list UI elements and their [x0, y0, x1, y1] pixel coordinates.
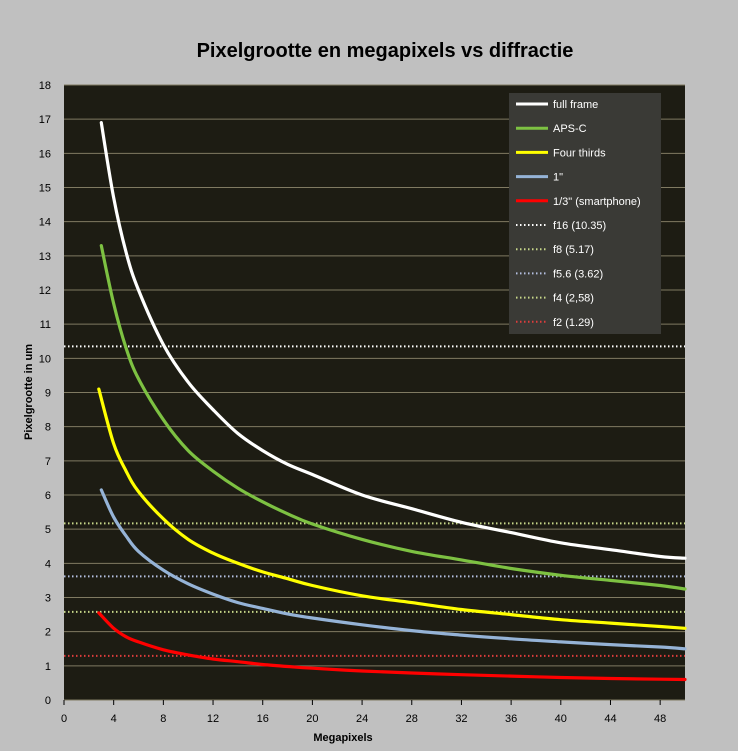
- y-tick-label: 8: [45, 422, 51, 434]
- x-tick-label: 32: [455, 713, 467, 725]
- legend-item: APS-C: [516, 123, 587, 135]
- x-tick-label: 4: [111, 713, 117, 725]
- chart-title: Pixelgrootte en megapixels vs diffractie: [197, 40, 574, 62]
- legend-label: f16 (10.35): [553, 220, 606, 232]
- legend-item: f4 (2,58): [516, 293, 594, 305]
- y-tick-label: 0: [45, 695, 51, 707]
- legend-item: 1/3" (smartphone): [516, 196, 641, 208]
- legend-box: [509, 93, 661, 334]
- legend-label: f8 (5.17): [553, 244, 594, 256]
- x-tick-label: 20: [306, 713, 318, 725]
- legend-item: f16 (10.35): [516, 220, 606, 232]
- x-tick-label: 40: [555, 713, 567, 725]
- x-tick-label: 44: [604, 713, 616, 725]
- series-layer: [64, 121, 687, 682]
- y-tick-label: 18: [39, 80, 51, 92]
- x-tick-label: 16: [257, 713, 269, 725]
- legend-item: f5.6 (3.62): [516, 268, 603, 280]
- legend-label: f5.6 (3.62): [553, 268, 603, 280]
- legend-item: f2 (1.29): [516, 317, 594, 329]
- legend-label: full frame: [553, 99, 598, 111]
- y-tick-label: 15: [39, 183, 51, 195]
- legend-label: 1/3" (smartphone): [553, 196, 641, 208]
- legend-item: full frame: [516, 99, 598, 111]
- x-tick-label: 12: [207, 713, 219, 725]
- x-axis-ticks: 0 4 8 12 16 20 24 28 32 36 40 44 48: [61, 700, 666, 725]
- legend: full frame APS-C Four thirds 1" 1/3" (smartp…: [509, 93, 661, 334]
- x-tick-label: 48: [654, 713, 666, 725]
- y-tick-label: 6: [45, 490, 51, 502]
- series-line: [99, 244, 687, 591]
- y-tick-label: 9: [45, 388, 51, 400]
- y-tick-label: 2: [45, 627, 51, 639]
- x-tick-label: 0: [61, 713, 67, 725]
- y-tick-label: 17: [39, 114, 51, 126]
- y-tick-label: 11: [40, 319, 51, 331]
- legend-label: f2 (1.29): [553, 317, 594, 329]
- x-tick-label: 36: [505, 713, 517, 725]
- legend-label: Four thirds: [553, 147, 606, 159]
- y-tick-label: 10: [39, 353, 51, 365]
- x-tick-label: 8: [160, 713, 166, 725]
- legend-label: APS-C: [553, 123, 587, 135]
- legend-item: 1": [516, 172, 563, 184]
- y-tick-label: 14: [39, 217, 51, 229]
- x-tick-label: 24: [356, 713, 368, 725]
- y-axis-label: Pixelgrootte in um: [23, 344, 35, 440]
- y-tick-label: 5: [45, 524, 51, 536]
- legend-label: f4 (2,58): [553, 293, 594, 305]
- y-tick-label: 13: [39, 251, 51, 263]
- y-tick-label: 12: [39, 285, 51, 297]
- series-line: [99, 488, 687, 651]
- x-axis-label: Megapixels: [313, 732, 372, 744]
- y-tick-label: 7: [45, 456, 51, 468]
- legend-item: Four thirds: [516, 147, 606, 159]
- series-line: [97, 611, 687, 682]
- y-tick-label: 3: [45, 593, 51, 605]
- series-line: [97, 387, 687, 630]
- legend-label: 1": [553, 172, 563, 184]
- series-line: [99, 121, 687, 560]
- y-tick-label: 4: [45, 558, 51, 570]
- y-tick-label: 16: [39, 148, 51, 160]
- legend-item: f8 (5.17): [516, 244, 594, 256]
- y-tick-label: 1: [45, 661, 51, 673]
- x-tick-label: 28: [406, 713, 418, 725]
